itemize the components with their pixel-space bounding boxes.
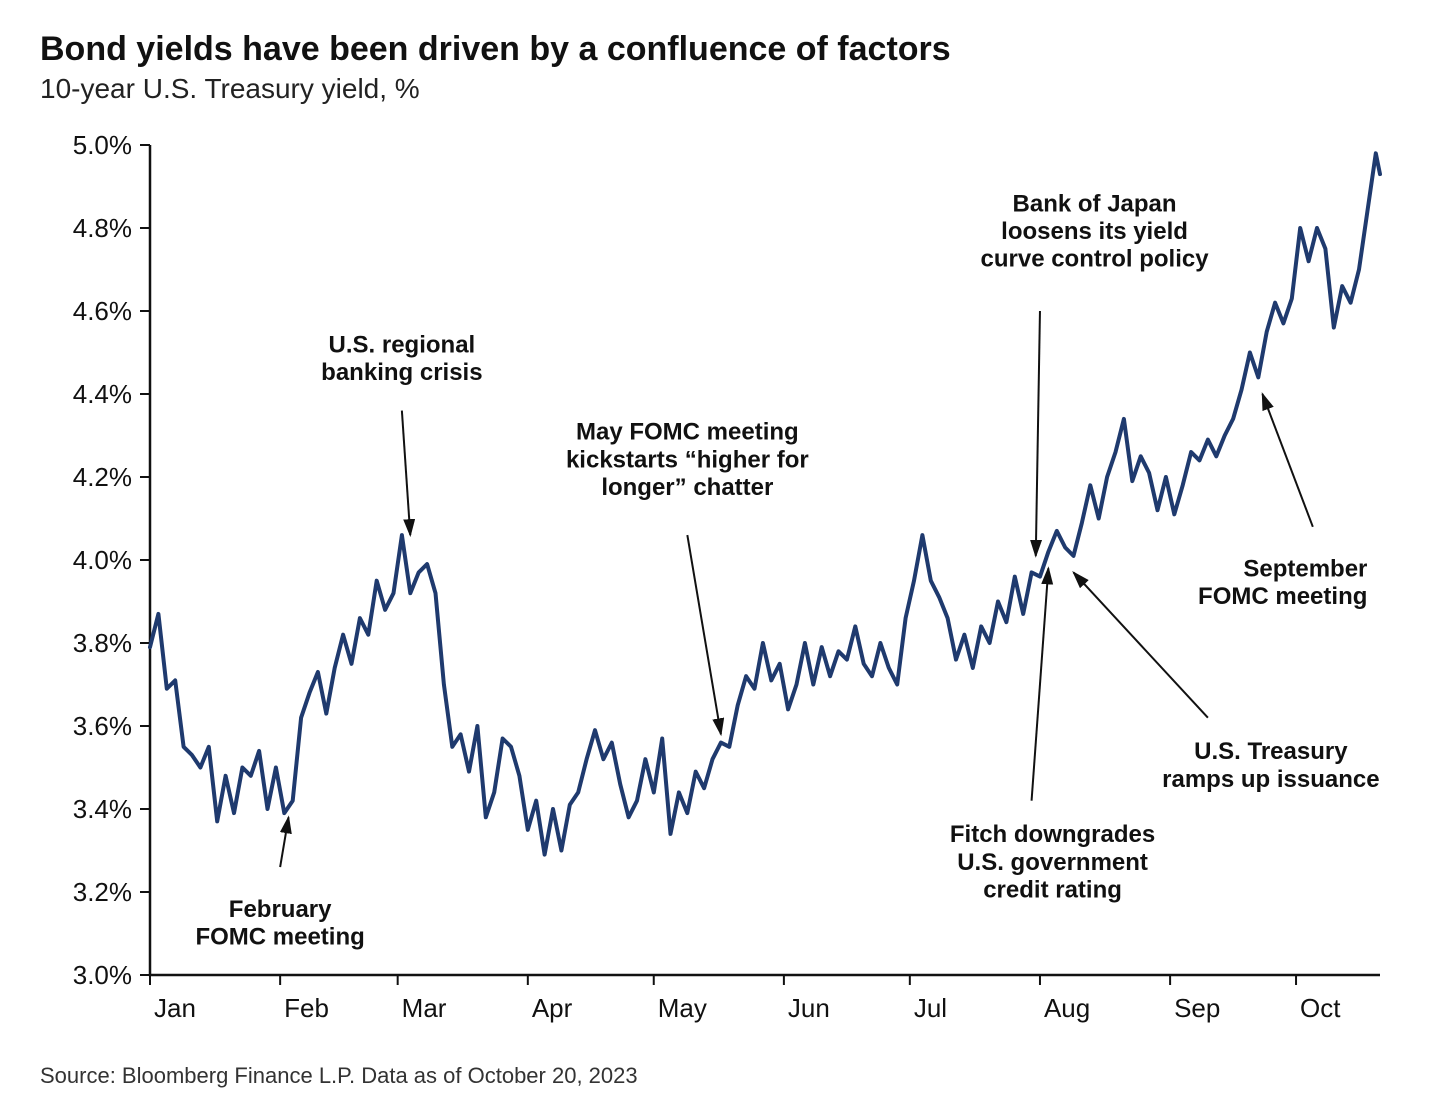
chart-subtitle: 10-year U.S. Treasury yield, % xyxy=(40,73,1400,105)
annotation-arrow-feb-fomc xyxy=(280,817,288,867)
y-tick-label: 3.4% xyxy=(73,794,132,824)
x-tick-label: May xyxy=(658,993,707,1023)
y-tick-label: 4.6% xyxy=(73,296,132,326)
y-tick-label: 4.8% xyxy=(73,213,132,243)
y-tick-label: 3.0% xyxy=(73,960,132,990)
x-tick-label: Mar xyxy=(402,993,447,1023)
chart-title: Bond yields have been driven by a conflu… xyxy=(40,30,1400,69)
x-tick-label: Aug xyxy=(1044,993,1090,1023)
y-tick-label: 3.6% xyxy=(73,711,132,741)
x-tick-label: Jul xyxy=(914,993,947,1023)
y-tick-label: 4.0% xyxy=(73,545,132,575)
y-tick-label: 5.0% xyxy=(73,130,132,160)
annotation-arrow-treasury-issuance xyxy=(1074,572,1208,717)
line-chart: 3.0% 3.2% 3.4% 3.6% 3.8% 4.0% 4.2% 4.4% 4.6% 4.8%… xyxy=(40,125,1400,1045)
annotation-label-boj: Bank of Japanloosens its yieldcurve cont… xyxy=(981,190,1210,272)
annotation-arrow-may-fomc xyxy=(687,535,721,734)
annotation-label-feb-fomc: FebruaryFOMC meeting xyxy=(195,896,364,951)
y-tick-label: 3.2% xyxy=(73,877,132,907)
annotation-label-fitch: Fitch downgradesU.S. governmentcredit ra… xyxy=(950,821,1155,903)
x-tick-label: Jan xyxy=(154,993,196,1023)
annotation-arrow-sep-fomc xyxy=(1262,394,1312,527)
annotation-arrow-fitch xyxy=(1032,568,1049,800)
annotation-label-may-fomc: May FOMC meetingkickstarts “higher forlo… xyxy=(566,419,809,501)
y-tick-label: 3.8% xyxy=(73,628,132,658)
annotation-arrow-boj xyxy=(1036,311,1040,556)
y-tick-label: 4.2% xyxy=(73,462,132,492)
annotation-label-regional-banking: U.S. regionalbanking crisis xyxy=(321,332,482,387)
x-tick-label: Feb xyxy=(284,993,329,1023)
annotation-label-sep-fomc: SeptemberFOMC meeting xyxy=(1198,556,1367,611)
x-tick-label: Oct xyxy=(1300,993,1341,1023)
chart-container: Bond yields have been driven by a conflu… xyxy=(0,0,1440,1114)
chart-source: Source: Bloomberg Finance L.P. Data as o… xyxy=(40,1063,1400,1089)
y-tick-label: 4.4% xyxy=(73,379,132,409)
annotation-arrow-regional-banking xyxy=(402,411,410,535)
x-tick-label: Apr xyxy=(532,993,573,1023)
annotation-label-treasury-issuance: U.S. Treasuryramps up issuance xyxy=(1162,738,1379,793)
x-tick-label: Jun xyxy=(788,993,830,1023)
x-tick-label: Sep xyxy=(1174,993,1220,1023)
